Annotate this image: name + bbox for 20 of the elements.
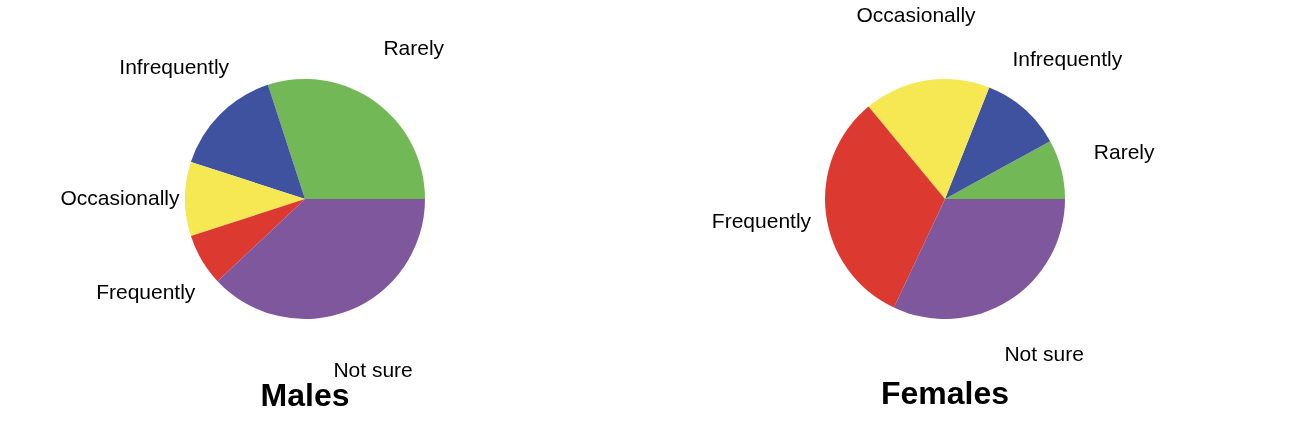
slice-label: Rarely — [383, 36, 445, 60]
slice-label: Occasionally — [856, 3, 977, 27]
slice-label: Infrequently — [1012, 47, 1123, 71]
pie-slice — [945, 87, 1051, 199]
pie-slice — [190, 199, 305, 282]
slice-label: Not sure — [1004, 342, 1084, 366]
pie-slice — [217, 199, 425, 319]
slice-label: Occasionally — [60, 186, 181, 209]
text: Females — [880, 375, 1010, 411]
pie-slice — [185, 161, 305, 237]
slice-label: Frequently — [711, 209, 812, 233]
pie-slice — [893, 199, 1065, 319]
slice-label: Infrequently — [119, 55, 230, 79]
pie-slice — [825, 106, 945, 308]
slice-label: Rarely — [1093, 139, 1156, 163]
slice-label: Frequently — [96, 280, 196, 304]
pie-slice — [868, 79, 990, 199]
pie-slice — [190, 84, 305, 199]
pie-slice — [267, 79, 425, 199]
pie-slice — [945, 141, 1065, 199]
